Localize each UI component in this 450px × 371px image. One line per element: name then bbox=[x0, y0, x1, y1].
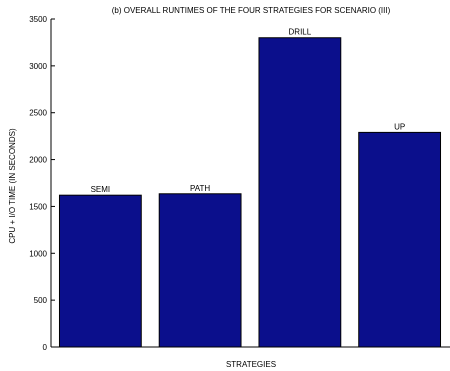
chart-title: (b) OVERALL RUNTIMES OF THE FOUR STRATEG… bbox=[112, 6, 391, 15]
y-axis-ticks: 0 500 1000 1500 2000 2500 3000 3500 bbox=[29, 15, 55, 352]
y-tick-label: 2500 bbox=[29, 109, 47, 118]
y-tick-label: 1500 bbox=[29, 202, 47, 211]
bar-label-path: PATH bbox=[190, 184, 210, 193]
y-tick-label: 0 bbox=[43, 343, 48, 352]
bars bbox=[58, 37, 442, 348]
y-axis-label: CPU + I/O TIME (IN SECONDS) bbox=[8, 128, 17, 244]
y-tick-label: 3000 bbox=[29, 62, 47, 71]
bar-data-labels: SEMI PATH DRILL UP bbox=[91, 28, 406, 194]
y-tick-label: 3500 bbox=[29, 15, 47, 24]
bar-drill bbox=[258, 37, 342, 348]
bar-up bbox=[358, 131, 442, 348]
y-tick-label: 2000 bbox=[29, 156, 47, 165]
bar-semi bbox=[58, 194, 142, 348]
bar-path bbox=[158, 193, 242, 348]
bar-label-semi: SEMI bbox=[91, 185, 111, 194]
y-tick-label: 1000 bbox=[29, 249, 47, 258]
y-tick-label: 500 bbox=[34, 296, 48, 305]
bar-label-drill: DRILL bbox=[289, 28, 312, 37]
bar-label-up: UP bbox=[394, 122, 405, 131]
x-axis-label: STRATEGIES bbox=[226, 360, 276, 369]
